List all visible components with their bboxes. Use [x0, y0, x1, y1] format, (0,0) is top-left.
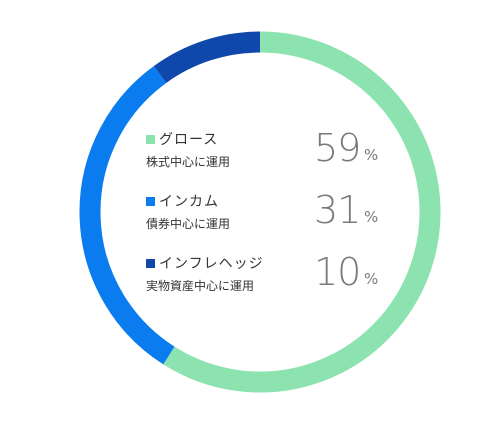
- data-label-inflation-hedge: 10: [314, 250, 361, 294]
- data-label-growth: 59: [314, 126, 361, 170]
- donut-slices: [79, 31, 441, 393]
- donut-slice-growth: [163, 31, 441, 393]
- percent-unit-income: %: [364, 208, 379, 226]
- donut-slice-income: [79, 65, 175, 365]
- legend-swatch-growth: [146, 135, 155, 144]
- percent-unit-inflation-hedge: %: [364, 270, 379, 288]
- legend-description-inflation-hedge: 実物資産中心に運用: [146, 279, 255, 293]
- legend-swatch-income: [146, 197, 155, 206]
- legend-label-growth: グロース: [159, 132, 219, 148]
- legend-item-income: インカム 債券中心に運用 31 %: [146, 188, 396, 250]
- legend: グロース 株式中心に運用 59 % インカム 債券中心に運用 31 % インフレ…: [146, 126, 396, 312]
- data-label-income: 31: [314, 188, 361, 232]
- donut-slice-inflation-hedge: [153, 31, 261, 84]
- legend-item-inflation-hedge: インフレヘッジ 実物資産中心に運用 10 %: [146, 250, 396, 312]
- legend-label-inflation-hedge: インフレヘッジ: [159, 256, 264, 272]
- percent-unit-growth: %: [364, 146, 379, 164]
- legend-description-growth: 株式中心に運用: [146, 155, 231, 169]
- legend-label-income: インカム: [159, 194, 219, 210]
- legend-description-income: 債券中心に運用: [146, 217, 231, 231]
- legend-swatch-inflation-hedge: [146, 259, 155, 268]
- legend-item-growth: グロース 株式中心に運用 59 %: [146, 126, 396, 188]
